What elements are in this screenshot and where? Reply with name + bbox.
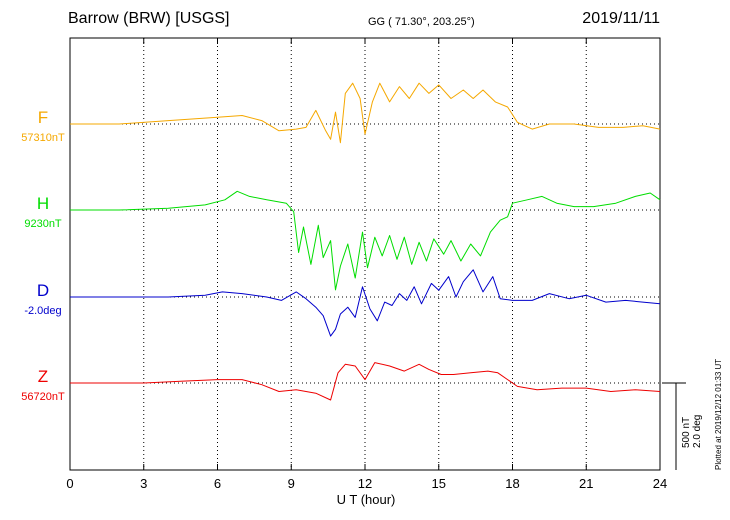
series-baseline-z: 56720nT bbox=[21, 391, 65, 403]
x-tick-label: 24 bbox=[653, 476, 667, 491]
series-name-z: Z bbox=[38, 367, 48, 386]
series-name-d: D bbox=[37, 281, 49, 300]
x-tick-label: 0 bbox=[66, 476, 73, 491]
x-tick-label: 18 bbox=[505, 476, 519, 491]
series-line-h bbox=[70, 190, 661, 291]
grid-lines bbox=[70, 38, 660, 470]
series-line-d bbox=[70, 269, 661, 337]
date-label: 2019/11/11 bbox=[582, 10, 660, 27]
data-series: F 57310nT H 9230nT D -2.0deg Z 56720nT bbox=[21, 82, 661, 403]
x-tick-label: 9 bbox=[288, 476, 295, 491]
series-line-z bbox=[70, 362, 661, 401]
plotted-timestamp: Plotted at 2019/12/12 01:33 UT bbox=[714, 358, 723, 470]
series-name-f: F bbox=[38, 108, 48, 127]
series-line-f bbox=[70, 82, 661, 144]
series-name-h: H bbox=[37, 194, 49, 213]
station-title: Barrow (BRW) [USGS] bbox=[68, 10, 230, 27]
scale-deg-label: 2.0 deg bbox=[692, 414, 703, 448]
scale-nt-label: 500 nT bbox=[681, 416, 692, 448]
x-tick-label: 15 bbox=[432, 476, 446, 491]
scale-bar bbox=[662, 382, 686, 470]
series-baseline-f: 57310nT bbox=[21, 132, 65, 144]
x-axis-label: U T (hour) bbox=[337, 492, 396, 507]
x-tick-label: 21 bbox=[579, 476, 593, 491]
x-tick-label: 6 bbox=[214, 476, 221, 491]
x-axis-ticks: 0 3 6 9 12 15 18 21 24 bbox=[66, 38, 667, 491]
x-tick-label: 3 bbox=[140, 476, 147, 491]
series-baseline-h: 9230nT bbox=[24, 218, 62, 230]
coordinates-label: GG ( 71.30°, 203.25°) bbox=[368, 16, 475, 28]
x-tick-label: 12 bbox=[358, 476, 372, 491]
series-baseline-d: -2.0deg bbox=[24, 305, 61, 317]
